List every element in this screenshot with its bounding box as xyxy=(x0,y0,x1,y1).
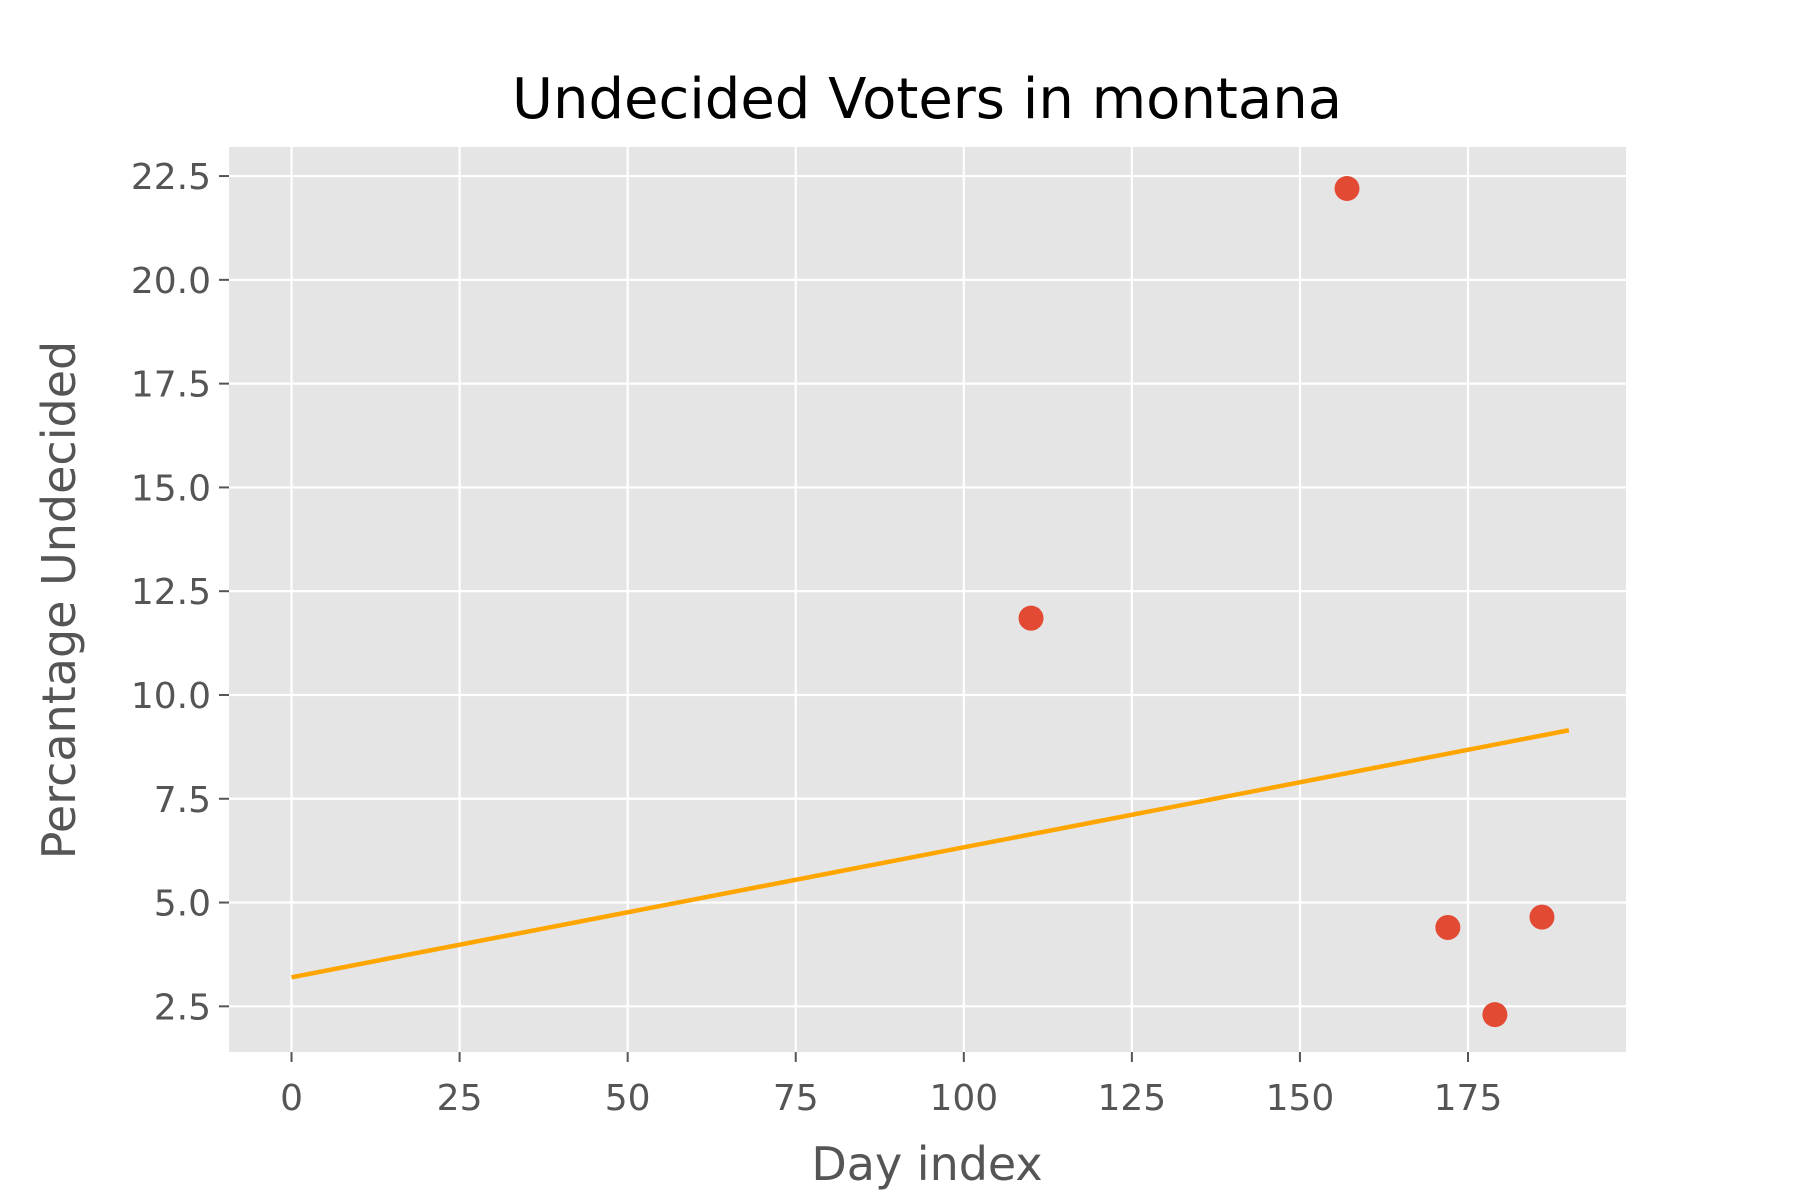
y-tick-label: 17.5 xyxy=(131,365,211,406)
y-tick-label: 5.0 xyxy=(154,884,211,925)
data-layer xyxy=(291,176,1570,1028)
y-tick-label: 12.5 xyxy=(131,572,211,613)
data-point xyxy=(1334,176,1360,202)
grid-lines xyxy=(229,147,1626,1052)
x-tick-label: 175 xyxy=(1434,1078,1503,1119)
y-tick-label: 2.5 xyxy=(154,987,211,1028)
x-tick-label: 25 xyxy=(437,1078,483,1119)
x-axis-label: Day index xyxy=(811,1137,1042,1191)
y-tick-label: 10.0 xyxy=(131,676,211,717)
chart-title: Undecided Voters in montana xyxy=(512,67,1342,132)
x-tick-label: 100 xyxy=(929,1078,998,1119)
data-point xyxy=(1435,914,1461,940)
y-tick-label: 15.0 xyxy=(131,468,211,509)
y-axis-label: Percantage Undecided xyxy=(32,341,86,859)
data-point xyxy=(1529,904,1555,930)
data-point xyxy=(1482,1002,1508,1028)
trend-line xyxy=(291,728,1570,980)
axis-ticks: 0 25 50 75 100 125 150 175 2.5 5.0 7.5 10.0 12.5 15.0… xyxy=(131,157,1503,1119)
x-tick-label: 150 xyxy=(1266,1078,1335,1119)
x-tick-label: 75 xyxy=(773,1078,819,1119)
x-tick-label: 125 xyxy=(1098,1078,1167,1119)
x-tick-label: 0 xyxy=(280,1078,303,1119)
y-tick-label: 22.5 xyxy=(131,157,211,198)
data-point xyxy=(1018,605,1044,631)
plot-background xyxy=(229,147,1626,1052)
x-tick-label: 50 xyxy=(605,1078,651,1119)
y-tick-label: 20.0 xyxy=(131,261,211,302)
y-tick-label: 7.5 xyxy=(154,780,211,821)
